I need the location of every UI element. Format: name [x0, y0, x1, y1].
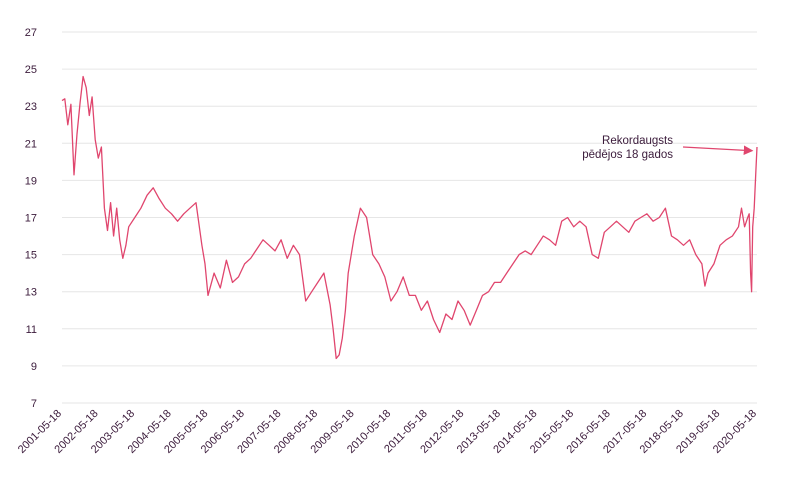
y-tick-label: 9 [31, 361, 37, 373]
x-axis: 2001-05-182002-05-182003-05-182004-05-18… [16, 408, 759, 456]
y-tick-label: 17 [25, 213, 37, 225]
series-line [61, 75, 758, 360]
y-tick-label: 23 [25, 101, 37, 113]
y-tick-label: 11 [26, 324, 37, 336]
gridlines [62, 31, 757, 404]
y-tick-label: 19 [25, 175, 37, 187]
annotation-line: pēdējos 18 gados [582, 149, 673, 161]
annotation-group: Rekordaugsts pēdējos 18 gados [582, 135, 754, 161]
y-tick-label: 15 [25, 250, 37, 262]
y-axis: 7 9 11 13 15 17 19 21 23 25 27 [25, 27, 37, 410]
series-group [61, 75, 758, 360]
annotation-text: Rekordaugsts pēdējos 18 gados [582, 135, 673, 161]
y-tick-label: 25 [25, 64, 37, 76]
y-tick-label: 13 [25, 287, 37, 299]
annotation-arrow [682, 145, 754, 156]
y-tick-label: 21 [25, 138, 37, 150]
y-tick-label: 7 [31, 398, 37, 410]
annotation-line: Rekordaugsts [602, 135, 673, 147]
y-tick-label: 27 [25, 27, 37, 39]
